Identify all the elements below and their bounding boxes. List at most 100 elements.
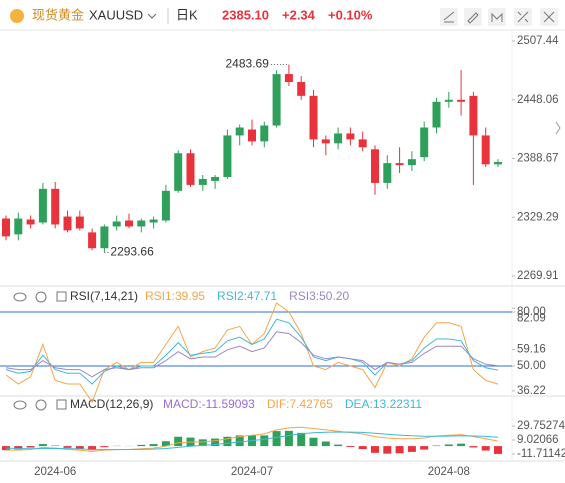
candle-body [51, 188, 60, 225]
candle-body [161, 190, 170, 221]
toolbar [440, 8, 558, 26]
macd-bar [149, 444, 158, 447]
tool-button[interactable] [464, 8, 482, 26]
legend-entry: RSI1:39.95 [145, 289, 205, 303]
asset-symbol[interactable]: XAUUSD [89, 7, 143, 22]
candle-body [407, 159, 416, 166]
high-label: 2483.69 [226, 57, 270, 71]
macd-bar [494, 446, 502, 454]
candle-body [469, 95, 478, 136]
y-tick-label: 2388.67 [517, 153, 559, 165]
eye-icon[interactable] [13, 292, 27, 302]
macd-bar [420, 446, 429, 450]
series-line [5, 318, 499, 385]
rsi-icons [13, 291, 67, 303]
y-tick-label: 2269.91 [517, 270, 559, 282]
candle-body [223, 135, 232, 177]
candle-body [284, 74, 293, 82]
candle-body [420, 127, 429, 158]
candle-body [260, 125, 269, 142]
gear-icon[interactable] [35, 291, 47, 303]
x-tick-label: 2024-07 [231, 466, 273, 478]
candle-body [63, 216, 72, 231]
candle-body [395, 163, 404, 166]
y-tick-label: 2448.06 [517, 94, 559, 106]
candle-body [444, 99, 453, 102]
series-line [6, 426, 499, 453]
tool-icon [467, 12, 479, 24]
macd-bar [469, 446, 478, 448]
macd-icons [13, 399, 67, 411]
candle-body [297, 81, 306, 96]
y-tick-label: 82.09 [517, 312, 546, 324]
candle-body [186, 153, 195, 185]
candle-body [198, 178, 207, 185]
candle-body [457, 99, 466, 102]
y-tick-label: 2329.29 [517, 211, 559, 223]
series-line [5, 431, 499, 451]
y-tick-label: 2507.44 [517, 35, 559, 47]
macd-bar [174, 436, 183, 447]
candle-body [235, 127, 244, 136]
candle-body [174, 153, 183, 191]
change-pct: +0.10% [328, 7, 373, 22]
price: 2385.10 [222, 7, 269, 22]
macd-bar [321, 441, 330, 447]
tool-icon [443, 11, 455, 23]
y-tick-label: 9.02066 [517, 434, 559, 446]
macd-bar [297, 432, 306, 447]
coin-icon [10, 9, 24, 23]
checkbox[interactable] [56, 399, 67, 410]
macd-bar [235, 435, 244, 447]
legend-entry: RSI2:47.71 [217, 289, 277, 303]
macd-bar [457, 443, 466, 447]
dropdown-caret[interactable] [147, 13, 157, 19]
y-tick-label: 80.00 [517, 306, 546, 318]
macd-bar [38, 444, 47, 447]
period[interactable]: 日K [176, 7, 198, 22]
macd-bar [371, 446, 379, 453]
candle-body [432, 101, 441, 128]
candle-body [75, 216, 84, 229]
gear-icon[interactable] [35, 399, 47, 411]
candle-body [383, 163, 392, 183]
expand-arrow[interactable] [555, 121, 561, 135]
candle-body [211, 176, 220, 181]
candle-body [481, 135, 490, 165]
x-tick-label: 2024-06 [34, 466, 76, 478]
macd-bar [161, 441, 170, 447]
change: +2.34 [282, 7, 316, 22]
macd-bar [137, 444, 146, 447]
x-tick-label: 2024-08 [428, 466, 470, 478]
series-line [5, 331, 499, 378]
asset-name: 现货黄金 [32, 7, 84, 22]
candle-body [14, 218, 23, 235]
macd-bar [346, 446, 355, 448]
candle-body [149, 219, 158, 223]
macd-bar [444, 444, 453, 447]
legend-entry: MACD:-11.59093 [163, 397, 255, 411]
checkbox[interactable] [56, 291, 67, 302]
eye-icon[interactable] [13, 400, 27, 410]
tool-button[interactable] [440, 8, 458, 26]
macd-bar [63, 446, 72, 448]
legend-entry: DEA:13.22311 [345, 397, 422, 411]
rsi-title: RSI(7,14,21) [70, 289, 138, 303]
macd-bar [211, 438, 220, 447]
macd-bar [51, 445, 60, 447]
macd-bar [198, 439, 207, 447]
macd-bar [284, 430, 293, 447]
candle-body [100, 226, 109, 249]
macd-bar [75, 446, 84, 449]
tool-button[interactable] [488, 8, 506, 26]
tool-icon [491, 12, 503, 22]
tool-icon [543, 11, 555, 23]
candle-body [309, 95, 318, 140]
candle-body [346, 133, 355, 140]
macd-bar [395, 446, 404, 454]
candle-body [88, 232, 97, 249]
y-tick-label: -11.71142 [517, 448, 565, 460]
candle-body [334, 133, 343, 144]
legend-entry: RSI3:50.20 [289, 289, 349, 303]
